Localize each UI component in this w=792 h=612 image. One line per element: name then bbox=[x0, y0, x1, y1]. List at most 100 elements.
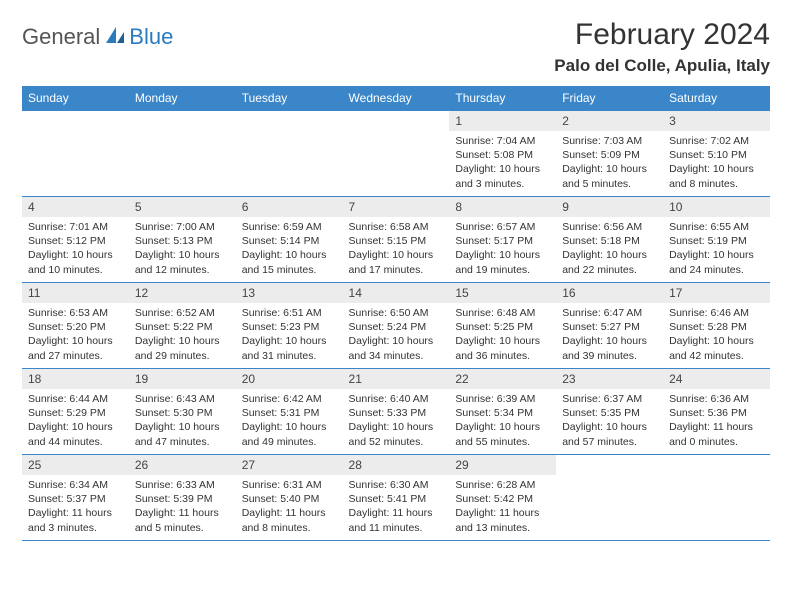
sunrise-text: Sunrise: 7:03 AM bbox=[562, 134, 657, 148]
day-details: Sunrise: 6:30 AMSunset: 5:41 PMDaylight:… bbox=[343, 475, 450, 539]
day-number: 11 bbox=[22, 283, 129, 303]
calendar-day-cell: 8Sunrise: 6:57 AMSunset: 5:17 PMDaylight… bbox=[449, 197, 556, 283]
day-details: Sunrise: 6:34 AMSunset: 5:37 PMDaylight:… bbox=[22, 475, 129, 539]
daylight-text: Daylight: 11 hours and 13 minutes. bbox=[455, 506, 550, 534]
calendar-day-cell: 6Sunrise: 6:59 AMSunset: 5:14 PMDaylight… bbox=[236, 197, 343, 283]
daylight-text: Daylight: 10 hours and 15 minutes. bbox=[242, 248, 337, 276]
weekday-header: Thursday bbox=[449, 86, 556, 111]
day-number: 8 bbox=[449, 197, 556, 217]
day-number: 26 bbox=[129, 455, 236, 475]
day-details: Sunrise: 6:53 AMSunset: 5:20 PMDaylight:… bbox=[22, 303, 129, 367]
calendar-week-row: 11Sunrise: 6:53 AMSunset: 5:20 PMDayligh… bbox=[22, 283, 770, 369]
sunset-text: Sunset: 5:33 PM bbox=[349, 406, 444, 420]
calendar-day-cell: 5Sunrise: 7:00 AMSunset: 5:13 PMDaylight… bbox=[129, 197, 236, 283]
daylight-text: Daylight: 11 hours and 5 minutes. bbox=[135, 506, 230, 534]
sunrise-text: Sunrise: 6:56 AM bbox=[562, 220, 657, 234]
daylight-text: Daylight: 10 hours and 3 minutes. bbox=[455, 162, 550, 190]
calendar-day-cell: 19Sunrise: 6:43 AMSunset: 5:30 PMDayligh… bbox=[129, 369, 236, 455]
sunrise-text: Sunrise: 6:58 AM bbox=[349, 220, 444, 234]
calendar-day-cell bbox=[236, 111, 343, 197]
calendar-day-cell: 15Sunrise: 6:48 AMSunset: 5:25 PMDayligh… bbox=[449, 283, 556, 369]
calendar-day-cell bbox=[343, 111, 450, 197]
daylight-text: Daylight: 10 hours and 42 minutes. bbox=[669, 334, 764, 362]
sunrise-text: Sunrise: 6:57 AM bbox=[455, 220, 550, 234]
day-number: 7 bbox=[343, 197, 450, 217]
day-details: Sunrise: 6:58 AMSunset: 5:15 PMDaylight:… bbox=[343, 217, 450, 281]
day-details: Sunrise: 7:04 AMSunset: 5:08 PMDaylight:… bbox=[449, 131, 556, 195]
calendar-day-cell: 23Sunrise: 6:37 AMSunset: 5:35 PMDayligh… bbox=[556, 369, 663, 455]
logo-sail-icon bbox=[104, 25, 126, 50]
daylight-text: Daylight: 10 hours and 8 minutes. bbox=[669, 162, 764, 190]
day-details: Sunrise: 6:44 AMSunset: 5:29 PMDaylight:… bbox=[22, 389, 129, 453]
weekday-header: Sunday bbox=[22, 86, 129, 111]
calendar-day-cell: 17Sunrise: 6:46 AMSunset: 5:28 PMDayligh… bbox=[663, 283, 770, 369]
day-details: Sunrise: 6:48 AMSunset: 5:25 PMDaylight:… bbox=[449, 303, 556, 367]
calendar-table: Sunday Monday Tuesday Wednesday Thursday… bbox=[22, 86, 770, 541]
sunrise-text: Sunrise: 6:28 AM bbox=[455, 478, 550, 492]
sunset-text: Sunset: 5:42 PM bbox=[455, 492, 550, 506]
day-number bbox=[22, 111, 129, 117]
day-details: Sunrise: 7:00 AMSunset: 5:13 PMDaylight:… bbox=[129, 217, 236, 281]
logo-text-blue: Blue bbox=[129, 24, 173, 50]
sunset-text: Sunset: 5:18 PM bbox=[562, 234, 657, 248]
sunset-text: Sunset: 5:17 PM bbox=[455, 234, 550, 248]
day-details: Sunrise: 6:59 AMSunset: 5:14 PMDaylight:… bbox=[236, 217, 343, 281]
sunrise-text: Sunrise: 6:48 AM bbox=[455, 306, 550, 320]
weekday-header: Tuesday bbox=[236, 86, 343, 111]
sunrise-text: Sunrise: 6:59 AM bbox=[242, 220, 337, 234]
daylight-text: Daylight: 10 hours and 29 minutes. bbox=[135, 334, 230, 362]
day-number: 23 bbox=[556, 369, 663, 389]
daylight-text: Daylight: 10 hours and 44 minutes. bbox=[28, 420, 123, 448]
day-number: 10 bbox=[663, 197, 770, 217]
sunset-text: Sunset: 5:24 PM bbox=[349, 320, 444, 334]
sunset-text: Sunset: 5:39 PM bbox=[135, 492, 230, 506]
title-block: February 2024 Palo del Colle, Apulia, It… bbox=[554, 18, 770, 76]
sunset-text: Sunset: 5:10 PM bbox=[669, 148, 764, 162]
day-number: 29 bbox=[449, 455, 556, 475]
day-number: 18 bbox=[22, 369, 129, 389]
calendar-body: 1Sunrise: 7:04 AMSunset: 5:08 PMDaylight… bbox=[22, 111, 770, 541]
day-number: 3 bbox=[663, 111, 770, 131]
sunrise-text: Sunrise: 7:04 AM bbox=[455, 134, 550, 148]
day-number: 13 bbox=[236, 283, 343, 303]
daylight-text: Daylight: 10 hours and 24 minutes. bbox=[669, 248, 764, 276]
day-details: Sunrise: 6:31 AMSunset: 5:40 PMDaylight:… bbox=[236, 475, 343, 539]
calendar-week-row: 18Sunrise: 6:44 AMSunset: 5:29 PMDayligh… bbox=[22, 369, 770, 455]
day-number: 28 bbox=[343, 455, 450, 475]
sunrise-text: Sunrise: 6:33 AM bbox=[135, 478, 230, 492]
day-details: Sunrise: 6:56 AMSunset: 5:18 PMDaylight:… bbox=[556, 217, 663, 281]
day-details: Sunrise: 6:57 AMSunset: 5:17 PMDaylight:… bbox=[449, 217, 556, 281]
sunset-text: Sunset: 5:40 PM bbox=[242, 492, 337, 506]
calendar-day-cell: 16Sunrise: 6:47 AMSunset: 5:27 PMDayligh… bbox=[556, 283, 663, 369]
sunrise-text: Sunrise: 6:43 AM bbox=[135, 392, 230, 406]
day-number: 24 bbox=[663, 369, 770, 389]
sunset-text: Sunset: 5:29 PM bbox=[28, 406, 123, 420]
calendar-day-cell bbox=[663, 455, 770, 541]
calendar-day-cell: 29 Sunrise: 6:28 AMSunset: 5:42 PMDayligh… bbox=[449, 455, 556, 541]
day-details: Sunrise: 7:01 AMSunset: 5:12 PMDaylight:… bbox=[22, 217, 129, 281]
calendar-day-cell: 27Sunrise: 6:31 AMSunset: 5:40 PMDayligh… bbox=[236, 455, 343, 541]
day-details: Sunrise: 7:02 AMSunset: 5:10 PMDaylight:… bbox=[663, 131, 770, 195]
day-number: 17 bbox=[663, 283, 770, 303]
daylight-text: Daylight: 10 hours and 17 minutes. bbox=[349, 248, 444, 276]
calendar-day-cell: 2Sunrise: 7:03 AMSunset: 5:09 PMDaylight… bbox=[556, 111, 663, 197]
calendar-day-cell: 28Sunrise: 6:30 AMSunset: 5:41 PMDayligh… bbox=[343, 455, 450, 541]
calendar-day-cell: 11Sunrise: 6:53 AMSunset: 5:20 PMDayligh… bbox=[22, 283, 129, 369]
calendar-day-cell: 3Sunrise: 7:02 AMSunset: 5:10 PMDaylight… bbox=[663, 111, 770, 197]
sunset-text: Sunset: 5:19 PM bbox=[669, 234, 764, 248]
sunset-text: Sunset: 5:08 PM bbox=[455, 148, 550, 162]
daylight-text: Daylight: 11 hours and 3 minutes. bbox=[28, 506, 123, 534]
sunrise-text: Sunrise: 6:53 AM bbox=[28, 306, 123, 320]
sunrise-text: Sunrise: 6:46 AM bbox=[669, 306, 764, 320]
day-number: 25 bbox=[22, 455, 129, 475]
day-number: 4 bbox=[22, 197, 129, 217]
day-details: Sunrise: 6:39 AMSunset: 5:34 PMDaylight:… bbox=[449, 389, 556, 453]
sunrise-text: Sunrise: 7:02 AM bbox=[669, 134, 764, 148]
day-number: 16 bbox=[556, 283, 663, 303]
sunset-text: Sunset: 5:14 PM bbox=[242, 234, 337, 248]
sunset-text: Sunset: 5:27 PM bbox=[562, 320, 657, 334]
sunrise-text: Sunrise: 6:47 AM bbox=[562, 306, 657, 320]
day-number: 1 bbox=[449, 111, 556, 131]
calendar-day-cell: 4Sunrise: 7:01 AMSunset: 5:12 PMDaylight… bbox=[22, 197, 129, 283]
daylight-text: Daylight: 10 hours and 19 minutes. bbox=[455, 248, 550, 276]
